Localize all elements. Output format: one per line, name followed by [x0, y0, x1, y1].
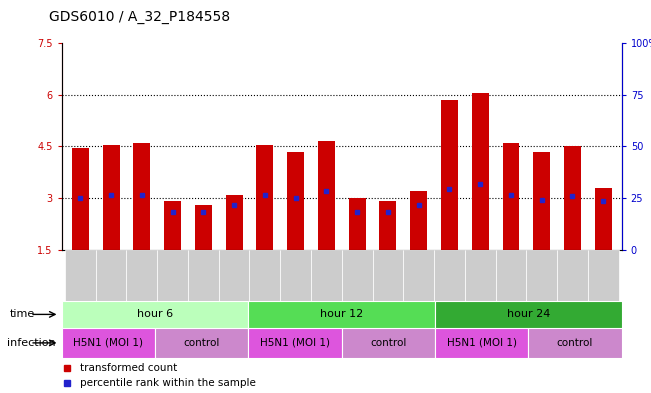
Text: H5N1 (MOI 1): H5N1 (MOI 1) — [447, 338, 517, 348]
Bar — [249, 328, 342, 358]
Bar — [435, 328, 529, 358]
Text: time: time — [10, 309, 35, 320]
Text: H5N1 (MOI 1): H5N1 (MOI 1) — [260, 338, 330, 348]
Bar — [318, 141, 335, 250]
Bar — [249, 301, 435, 328]
Bar — [404, 250, 434, 301]
Bar — [188, 250, 219, 301]
Text: hour 12: hour 12 — [320, 309, 363, 320]
Bar — [249, 250, 280, 301]
Bar — [595, 188, 612, 250]
Bar — [311, 250, 342, 301]
Bar — [588, 250, 618, 301]
Bar — [157, 250, 188, 301]
Bar — [527, 250, 557, 301]
Bar — [342, 250, 372, 301]
Bar — [564, 146, 581, 250]
Text: control: control — [370, 338, 407, 348]
Bar — [62, 301, 249, 328]
Text: hour 24: hour 24 — [506, 309, 550, 320]
Bar — [557, 250, 588, 301]
Bar — [103, 145, 120, 250]
Bar — [195, 205, 212, 250]
Bar — [533, 152, 550, 250]
Bar — [495, 250, 527, 301]
Text: GDS6010 / A_32_P184558: GDS6010 / A_32_P184558 — [49, 10, 230, 24]
Bar — [349, 198, 366, 250]
Bar — [256, 145, 273, 250]
Text: control: control — [557, 338, 593, 348]
Text: infection: infection — [7, 338, 55, 348]
Bar — [164, 201, 181, 250]
Text: transformed count: transformed count — [80, 362, 177, 373]
Text: percentile rank within the sample: percentile rank within the sample — [80, 378, 256, 388]
Bar — [342, 328, 435, 358]
Bar — [280, 250, 311, 301]
Bar — [465, 250, 495, 301]
Bar — [96, 250, 126, 301]
Bar — [529, 328, 622, 358]
Text: hour 6: hour 6 — [137, 309, 173, 320]
Bar — [72, 148, 89, 250]
Bar — [441, 100, 458, 250]
Bar — [65, 250, 96, 301]
Bar — [410, 191, 427, 250]
Bar — [380, 201, 396, 250]
Text: H5N1 (MOI 1): H5N1 (MOI 1) — [74, 338, 143, 348]
Text: control: control — [184, 338, 220, 348]
Bar — [287, 152, 304, 250]
Bar — [503, 143, 519, 250]
Bar — [62, 328, 155, 358]
Bar — [472, 93, 489, 250]
Bar — [372, 250, 404, 301]
Bar — [434, 250, 465, 301]
Bar — [226, 195, 243, 250]
Bar — [133, 143, 150, 250]
Bar — [435, 301, 622, 328]
Bar — [155, 328, 249, 358]
Bar — [219, 250, 249, 301]
Bar — [126, 250, 157, 301]
